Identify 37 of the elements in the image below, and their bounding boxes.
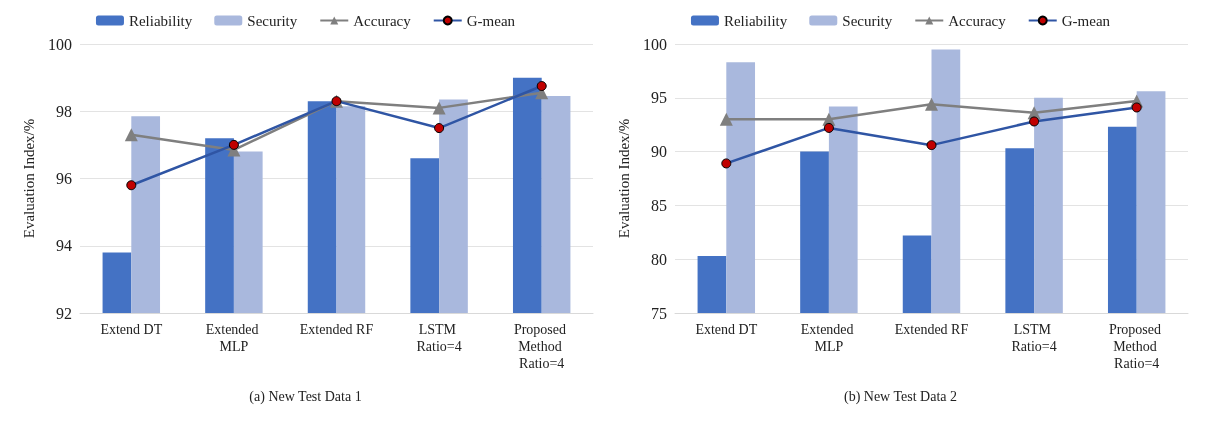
y-tick-label: 75: [651, 304, 667, 322]
x-tick-label: LSTM Ratio=4: [1011, 322, 1057, 354]
y-tick-label: 80: [651, 250, 667, 268]
point: [719, 112, 733, 126]
x-tick-label: Extended MLP: [205, 322, 263, 354]
legend-label: Accuracy: [353, 12, 412, 29]
y-axis-title: Evaluation Index/%: [20, 118, 37, 239]
y-axis-title: Evaluation Index/%: [615, 118, 632, 239]
y-tick-label: 98: [56, 102, 72, 120]
y-tick-label: 96: [56, 170, 72, 187]
x-tick-label: Proposed Method Ratio=4: [513, 322, 570, 371]
legend-label: Security: [842, 12, 893, 29]
point: [925, 97, 938, 111]
y-tick-label: 90: [651, 143, 667, 161]
x-tick-label: Extended RF: [894, 322, 969, 337]
y-tick-label: 95: [651, 89, 667, 107]
legend-label: Reliability: [723, 12, 788, 29]
point: [432, 101, 446, 115]
legend-label: G-mean: [466, 12, 516, 29]
point: [124, 128, 138, 142]
x-tick-label: Extended RF: [299, 322, 374, 337]
y-tick-label: 85: [651, 196, 667, 214]
text: (a) New Test Data 1: [249, 388, 362, 405]
legend-label: G-mean: [1061, 12, 1111, 29]
y-tick-label: 94: [56, 237, 72, 255]
x-tick-label: LSTM Ratio=4: [416, 322, 462, 354]
x-tick-label: Extend DT: [100, 322, 163, 337]
x-tick-label: Proposed Method Ratio=4: [1108, 322, 1165, 371]
y-tick-label: 100: [643, 35, 667, 53]
x-tick-label: Extended MLP: [800, 322, 858, 354]
legend-label: Security: [247, 12, 298, 29]
legend-label: Reliability: [128, 12, 193, 29]
y-tick-label: 100: [48, 35, 72, 53]
x-tick-label: Extend DT: [695, 322, 758, 337]
legend-label: Accuracy: [948, 12, 1007, 29]
y-tick-label: 92: [56, 304, 72, 322]
text: (b) New Test Data 2: [843, 388, 958, 405]
